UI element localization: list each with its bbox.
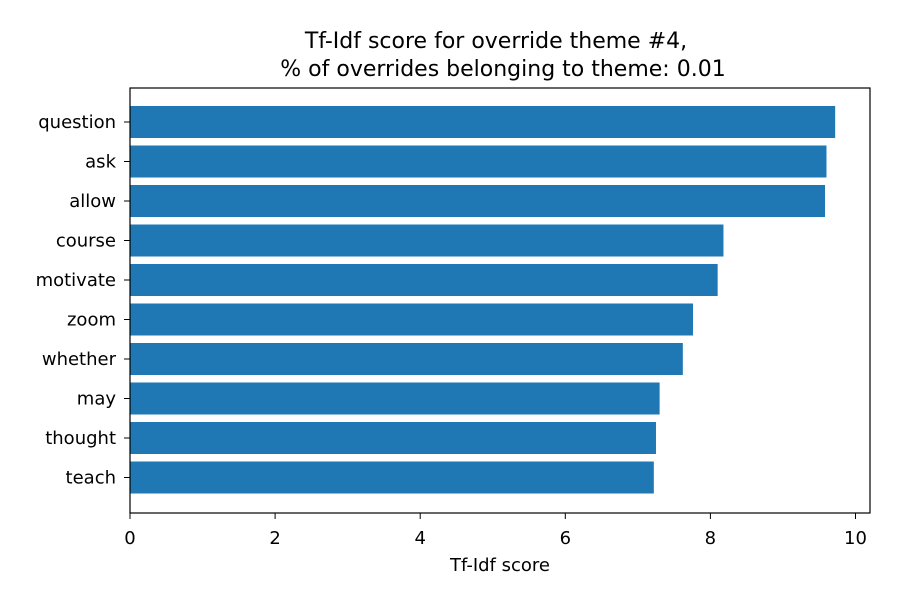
x-tick-label-0: 0 — [124, 528, 135, 549]
y-tick-label-course: course — [56, 231, 116, 252]
y-tick-label-zoom: zoom — [67, 310, 116, 331]
bar-course — [130, 224, 724, 257]
bar-motivate — [130, 264, 718, 296]
y-tick-label-thought: thought — [45, 428, 116, 449]
bar-allow — [130, 185, 826, 217]
x-axis-label: Tf-Idf score — [449, 555, 550, 576]
chart-title: Tf-Idf score for override theme #4, — [304, 29, 687, 54]
x-tick-label-6: 6 — [560, 528, 571, 549]
y-tick-label-whether: whether — [42, 349, 117, 370]
bar-teach — [130, 461, 654, 494]
plot-frame — [129, 87, 871, 514]
bar-zoom — [130, 303, 693, 336]
x-tick-label-8: 8 — [705, 528, 716, 549]
bar-ask — [130, 145, 827, 178]
x-tick-label-10: 10 — [844, 528, 867, 549]
y-tick-label-may: may — [77, 389, 117, 410]
x-tick-label-2: 2 — [269, 528, 280, 549]
y-tick-label-question: question — [38, 112, 116, 133]
y-axis: question ask allow course motivate zoom whethe… — [36, 112, 130, 489]
bar-may — [130, 382, 660, 415]
x-tick-label-4: 4 — [414, 528, 425, 549]
y-tick-label-ask: ask — [85, 152, 116, 173]
y-tick-label-motivate: motivate — [36, 270, 116, 291]
y-tick-label-teach: teach — [66, 468, 116, 489]
chart-subtitle: % of overrides belonging to theme: 0.01 — [280, 57, 725, 82]
bar-question — [130, 106, 836, 138]
bar-whether — [130, 343, 683, 375]
x-axis: 0 2 4 6 8 10 — [124, 513, 867, 549]
bars-layer — [130, 106, 836, 494]
bar-thought — [130, 422, 656, 454]
y-tick-label-allow: allow — [69, 191, 116, 212]
